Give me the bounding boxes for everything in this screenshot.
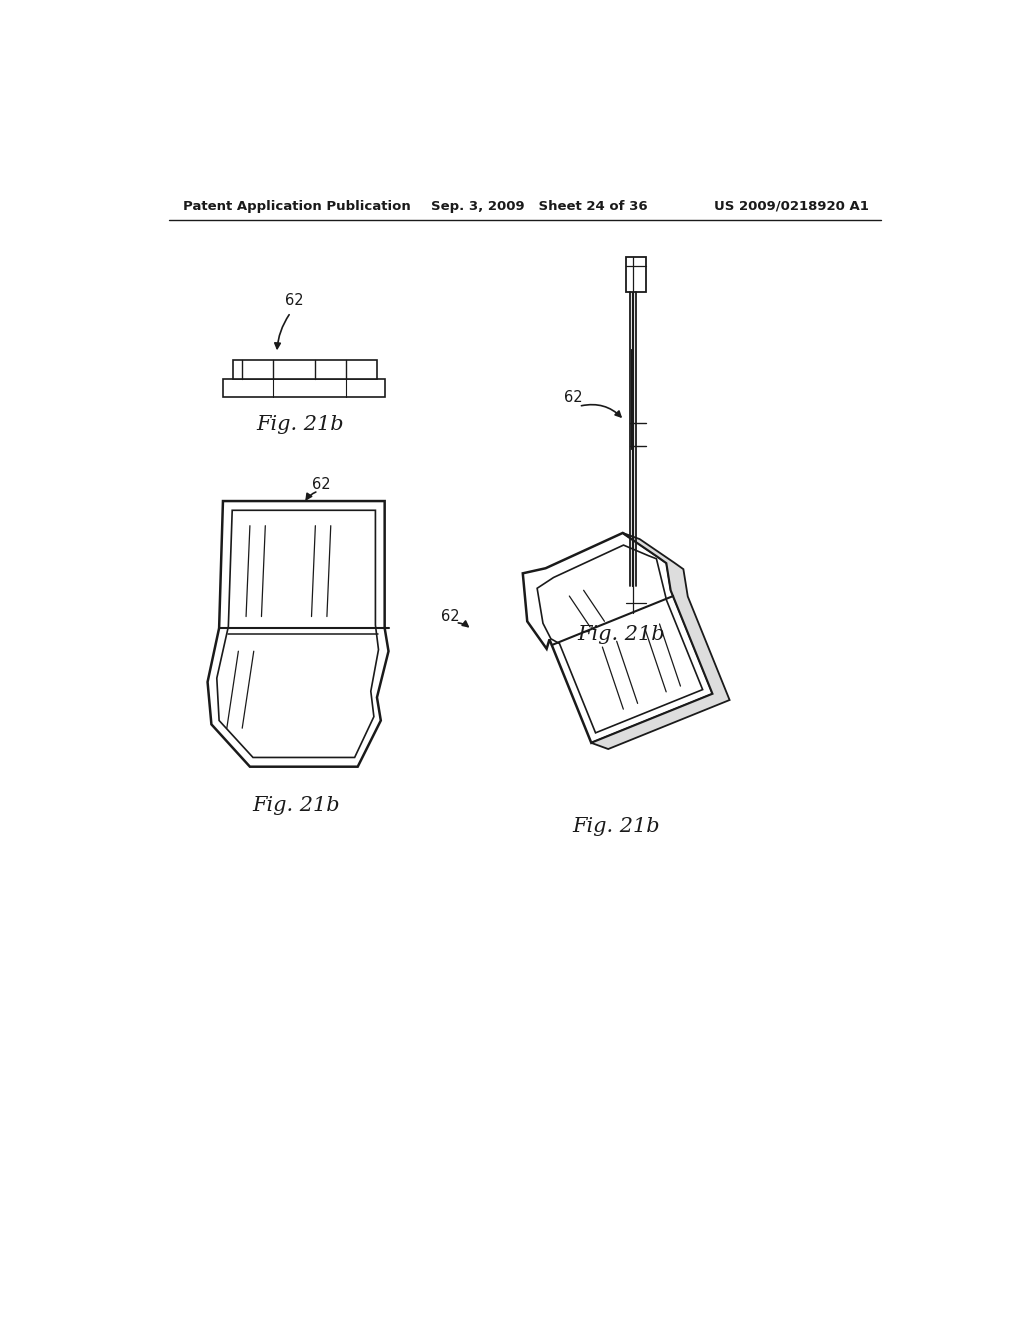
- Text: 62: 62: [440, 609, 460, 624]
- Polygon shape: [208, 502, 388, 767]
- Text: 62: 62: [564, 389, 583, 405]
- Polygon shape: [627, 257, 646, 292]
- Text: US 2009/0218920 A1: US 2009/0218920 A1: [714, 199, 869, 213]
- Text: 62: 62: [312, 477, 331, 491]
- Polygon shape: [233, 360, 377, 379]
- Text: Fig. 21b: Fig. 21b: [256, 414, 344, 433]
- Text: Sep. 3, 2009   Sheet 24 of 36: Sep. 3, 2009 Sheet 24 of 36: [431, 199, 647, 213]
- Polygon shape: [223, 379, 385, 397]
- Text: Fig. 21b: Fig. 21b: [578, 624, 665, 644]
- Polygon shape: [627, 586, 646, 612]
- Text: Patent Application Publication: Patent Application Publication: [183, 199, 411, 213]
- Text: Fig. 21b: Fig. 21b: [571, 817, 659, 837]
- Polygon shape: [591, 533, 729, 748]
- Polygon shape: [523, 533, 713, 743]
- Polygon shape: [217, 511, 379, 758]
- Polygon shape: [538, 545, 702, 733]
- Text: 62: 62: [286, 293, 304, 309]
- Text: Fig. 21b: Fig. 21b: [252, 796, 340, 814]
